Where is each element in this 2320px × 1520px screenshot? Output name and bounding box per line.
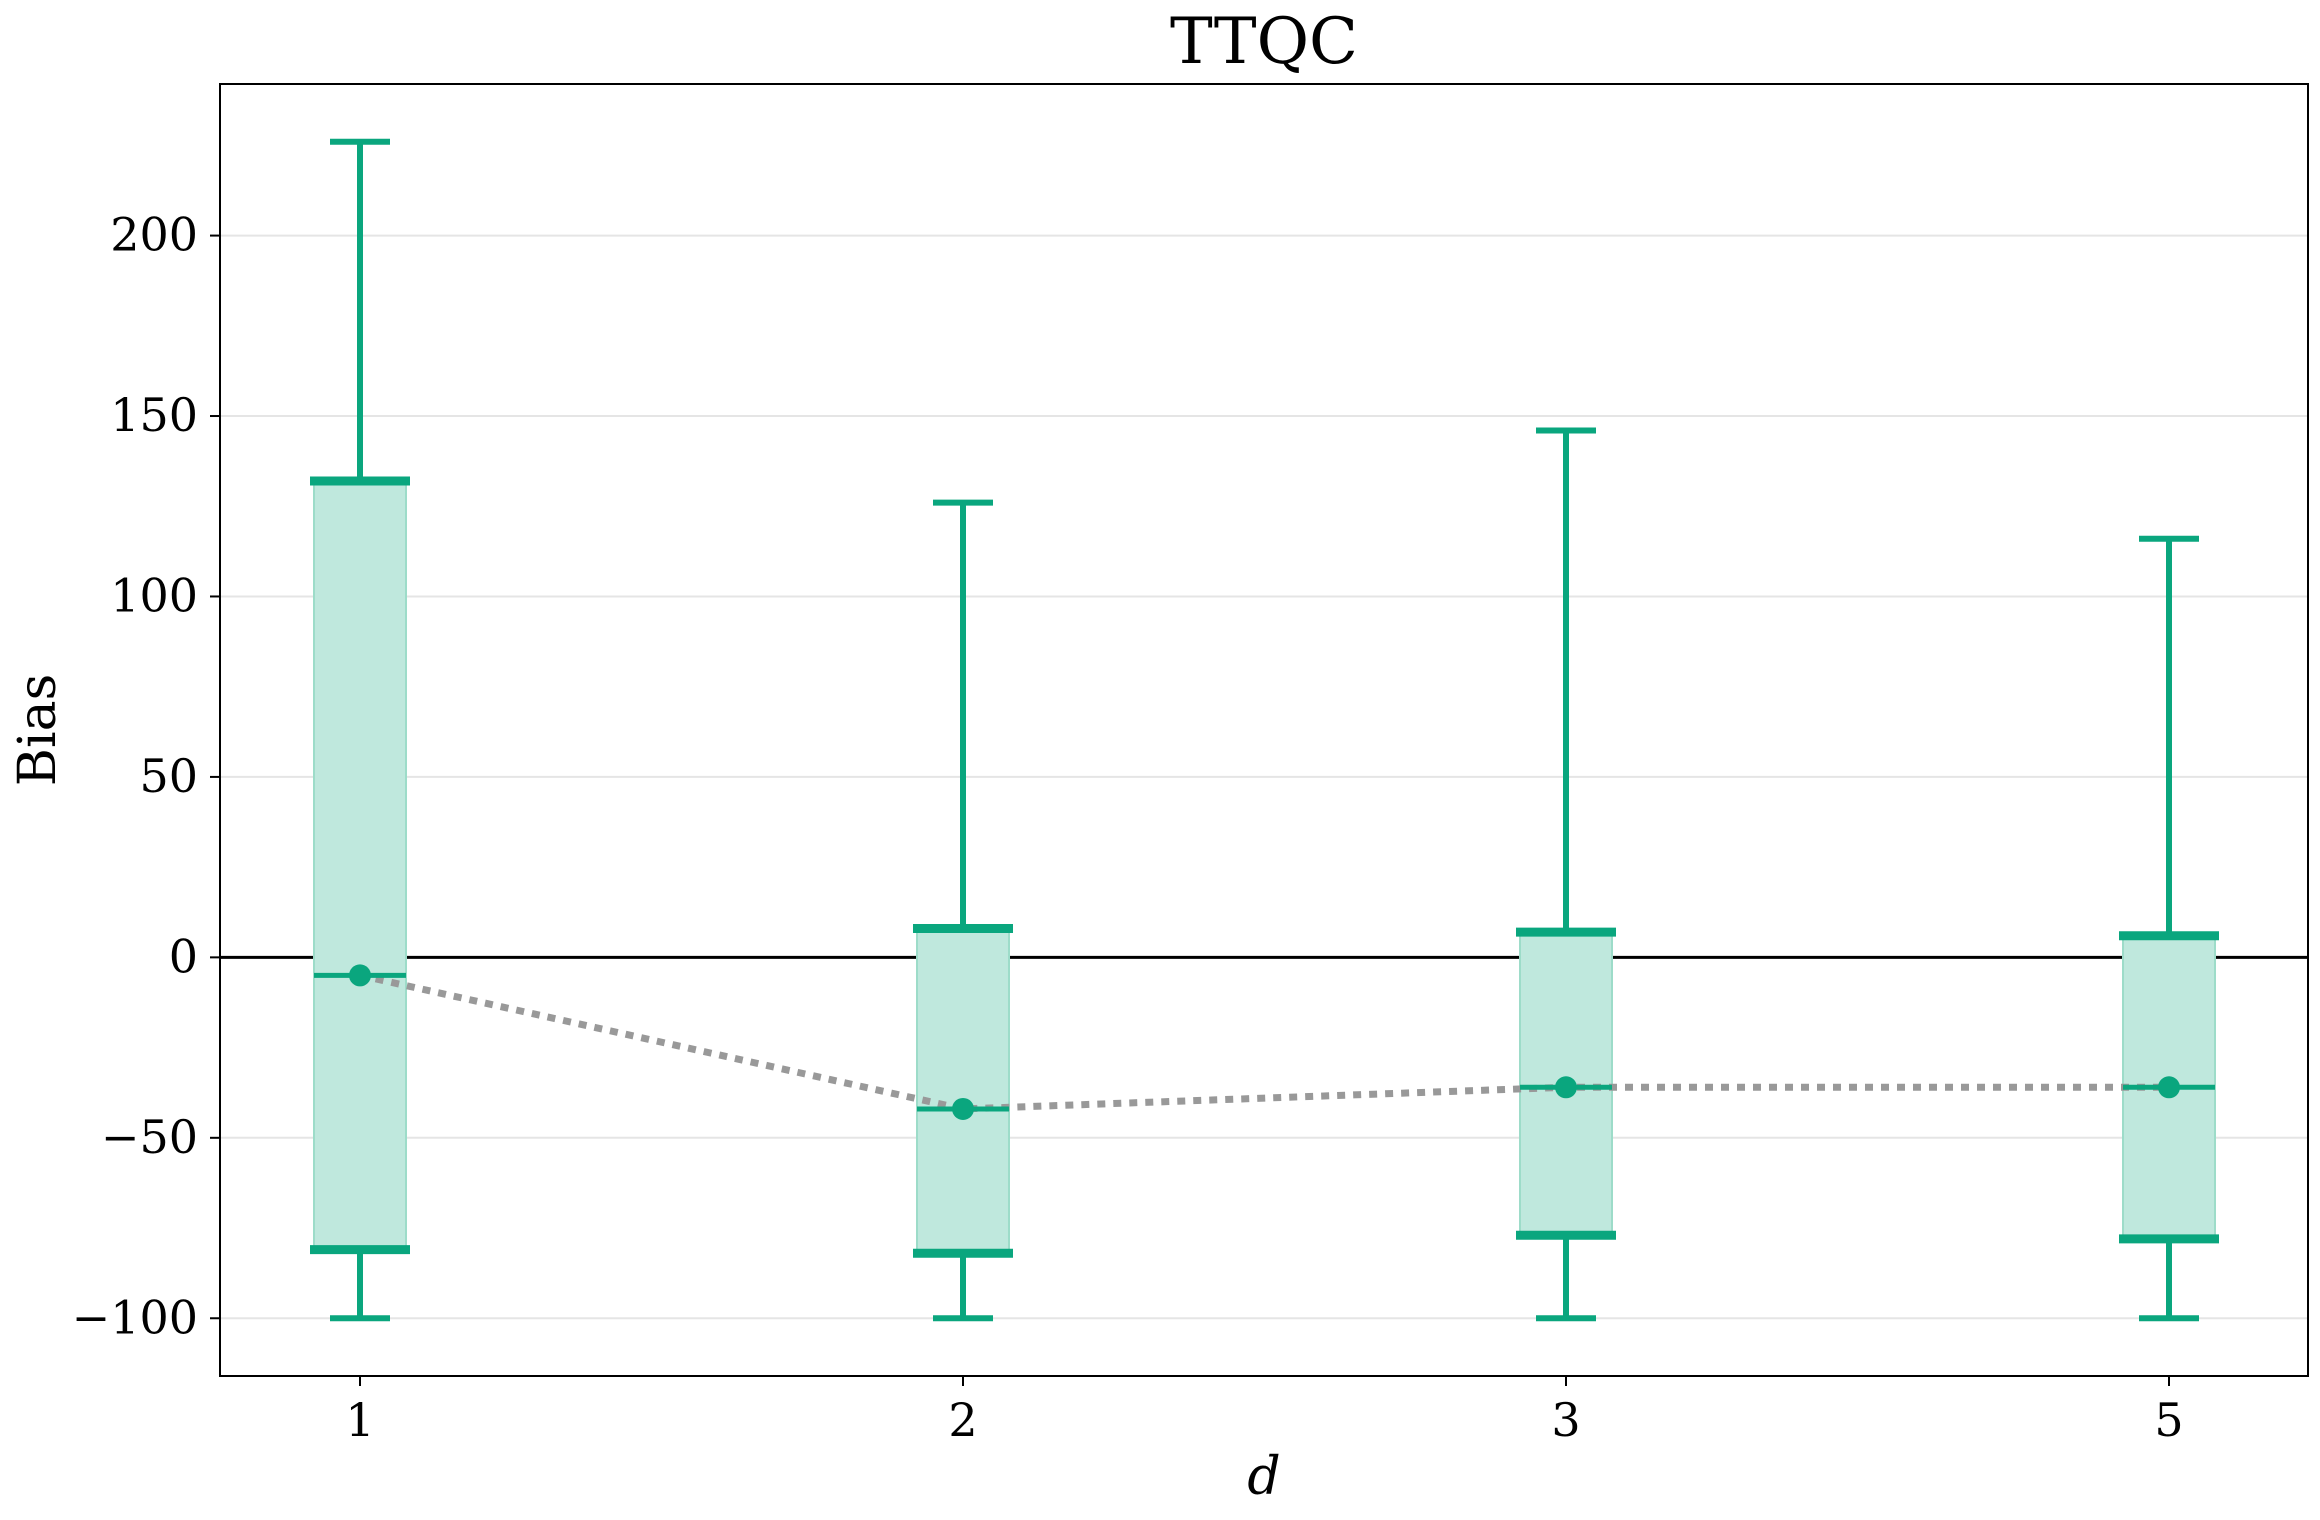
box — [313, 479, 407, 1251]
x-tick-label: 2 — [948, 1393, 977, 1447]
x-tick-label: 5 — [2154, 1393, 2183, 1447]
y-tick-label: 50 — [139, 749, 198, 803]
box — [916, 927, 1010, 1255]
boxes — [313, 479, 2216, 1255]
x-axis-ticks: 1 2 3 5 — [345, 1376, 2184, 1447]
y-tick-label: −50 — [101, 1110, 198, 1164]
chart-title: TTQC — [1170, 5, 1358, 79]
x-tick-label: 1 — [345, 1393, 374, 1447]
mean-trend-line — [359, 971, 2169, 1113]
mean-trend-line — [359, 971, 2169, 1113]
mean-point — [1555, 1076, 1577, 1099]
mean-point — [2158, 1076, 2180, 1099]
y-axis-ticks: −100 −50 0 50 100 150 200 — [72, 208, 220, 1344]
y-tick-label: 0 — [169, 929, 198, 983]
mean-point — [349, 964, 371, 987]
y-tick-label: −100 — [72, 1290, 198, 1344]
plot-frame — [219, 83, 2309, 1377]
grid-lines — [220, 234, 2308, 1320]
y-tick-label: 100 — [110, 568, 198, 622]
mean-points — [349, 964, 2180, 1120]
y-axis-label: Bias — [8, 674, 68, 787]
x-axis-label: d — [1247, 1447, 1280, 1507]
y-tick-label: 200 — [110, 208, 198, 262]
whiskers — [310, 138, 2219, 1322]
x-tick-label: 3 — [1551, 1393, 1580, 1447]
y-tick-label: 150 — [110, 388, 198, 442]
mean-point — [952, 1097, 974, 1120]
